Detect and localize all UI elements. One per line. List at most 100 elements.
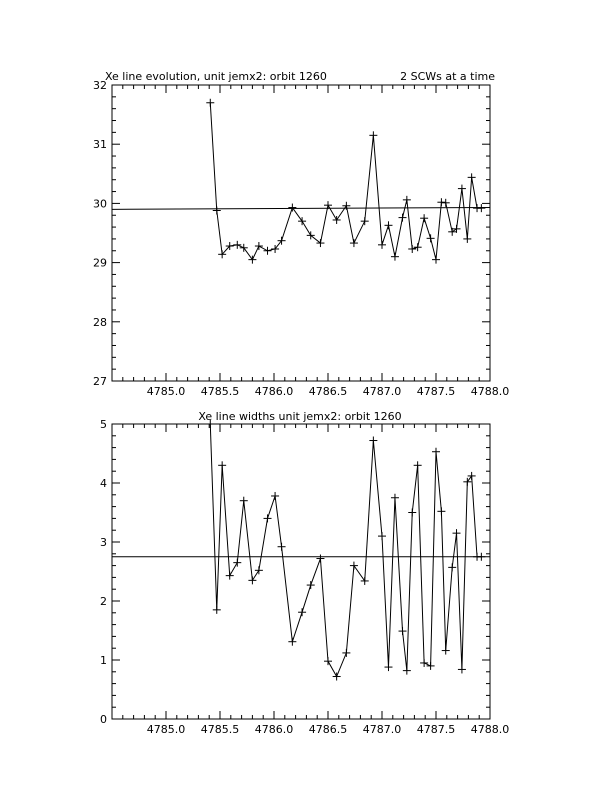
data-point — [390, 252, 399, 261]
data-point — [432, 447, 440, 456]
data-point — [342, 648, 351, 657]
data-point — [277, 542, 286, 551]
data-point — [378, 532, 386, 541]
widths-y-axis: 0 1 2 3 4 5 — [100, 418, 490, 726]
data-point — [441, 646, 450, 655]
data-point — [316, 239, 325, 248]
data-point — [225, 242, 234, 251]
data-point — [369, 131, 378, 140]
evolution-chart: Xe line evolution, unit jemx2: orbit 126… — [93, 70, 509, 398]
data-point — [277, 236, 286, 245]
data-point — [441, 198, 450, 207]
y-tick-label: 2 — [100, 595, 107, 608]
evolution-series-line — [209, 102, 482, 261]
x-tick-label: 4788.0 — [471, 385, 510, 398]
x-tick-label: 4787.0 — [363, 385, 402, 398]
data-point — [452, 224, 461, 233]
data-point — [420, 658, 429, 667]
data-point — [254, 242, 263, 251]
data-point — [239, 496, 248, 505]
data-point — [437, 198, 446, 207]
data-point — [457, 665, 466, 674]
data-point — [218, 250, 227, 259]
data-point — [316, 554, 325, 563]
y-tick-label: 30 — [93, 197, 107, 210]
data-point — [477, 204, 486, 213]
data-point — [408, 508, 417, 517]
data-point — [457, 184, 466, 193]
x-tick-label: 4787.5 — [417, 723, 456, 736]
evolution-mean-line — [111, 207, 491, 210]
y-tick-label: 27 — [93, 375, 107, 388]
data-point — [437, 507, 446, 516]
y-tick-label: 5 — [100, 418, 107, 431]
data-point — [218, 461, 227, 470]
data-point — [254, 566, 263, 575]
data-point — [448, 563, 457, 572]
data-point — [233, 240, 242, 249]
data-point — [467, 173, 476, 182]
data-point — [448, 227, 457, 236]
data-point — [239, 243, 248, 252]
data-point — [467, 471, 476, 480]
x-tick-label: 4786.5 — [309, 385, 348, 398]
data-point — [477, 552, 486, 561]
data-point — [413, 461, 422, 470]
x-tick-label: 4786.5 — [309, 723, 348, 736]
data-point — [206, 98, 215, 107]
evolution-subtitle: 2 SCWs at a time — [400, 70, 495, 83]
data-point — [384, 221, 393, 230]
y-tick-label: 3 — [100, 536, 107, 549]
y-tick-label: 0 — [100, 713, 107, 726]
data-point — [463, 477, 472, 486]
data-point — [378, 240, 386, 249]
data-point — [426, 234, 435, 243]
data-point — [402, 195, 411, 204]
data-point — [306, 231, 315, 240]
data-point — [420, 214, 429, 223]
data-point — [248, 576, 257, 585]
y-tick-label: 31 — [93, 138, 107, 151]
data-point — [360, 217, 369, 226]
widths-series-line — [209, 423, 482, 678]
data-point — [332, 672, 341, 681]
evolution-y-axis: 27 28 29 30 31 32 — [93, 79, 490, 388]
data-point — [298, 217, 307, 226]
y-tick-label: 1 — [100, 654, 107, 667]
data-point — [390, 493, 399, 502]
data-point — [332, 215, 341, 224]
y-tick-label: 28 — [93, 316, 107, 329]
widths-chart: Xe line widths unit jemx2: orbit 1260 47… — [100, 410, 509, 736]
data-point — [452, 529, 461, 538]
data-point — [263, 246, 272, 255]
evolution-points — [206, 98, 486, 264]
data-point — [426, 661, 435, 670]
data-point — [324, 201, 332, 210]
evolution-x-axis: 4785.0 4785.5 4786.0 4786.5 4787.0 4787.5 4788… — [111, 85, 510, 398]
data-point — [233, 558, 242, 567]
data-point — [349, 561, 358, 570]
data-point — [349, 239, 358, 248]
data-point — [398, 627, 407, 636]
x-tick-label: 4785.5 — [201, 723, 240, 736]
data-point — [288, 203, 297, 212]
x-tick-label: 4787.5 — [417, 385, 456, 398]
data-point — [342, 201, 351, 210]
evolution-title: Xe line evolution, unit jemx2: orbit 126… — [105, 70, 327, 83]
y-tick-label: 29 — [93, 257, 107, 270]
x-tick-label: 4787.0 — [363, 723, 402, 736]
data-point — [225, 571, 234, 580]
data-point — [384, 663, 393, 672]
x-tick-label: 4786.0 — [255, 723, 294, 736]
data-point — [413, 243, 422, 252]
data-point — [298, 608, 307, 617]
data-point — [402, 666, 411, 675]
x-tick-label: 4785.0 — [147, 385, 186, 398]
data-point — [288, 637, 297, 646]
data-point — [398, 213, 407, 222]
data-point — [271, 244, 280, 253]
data-point — [306, 581, 315, 590]
data-point — [360, 576, 369, 585]
y-tick-label: 4 — [100, 477, 107, 490]
